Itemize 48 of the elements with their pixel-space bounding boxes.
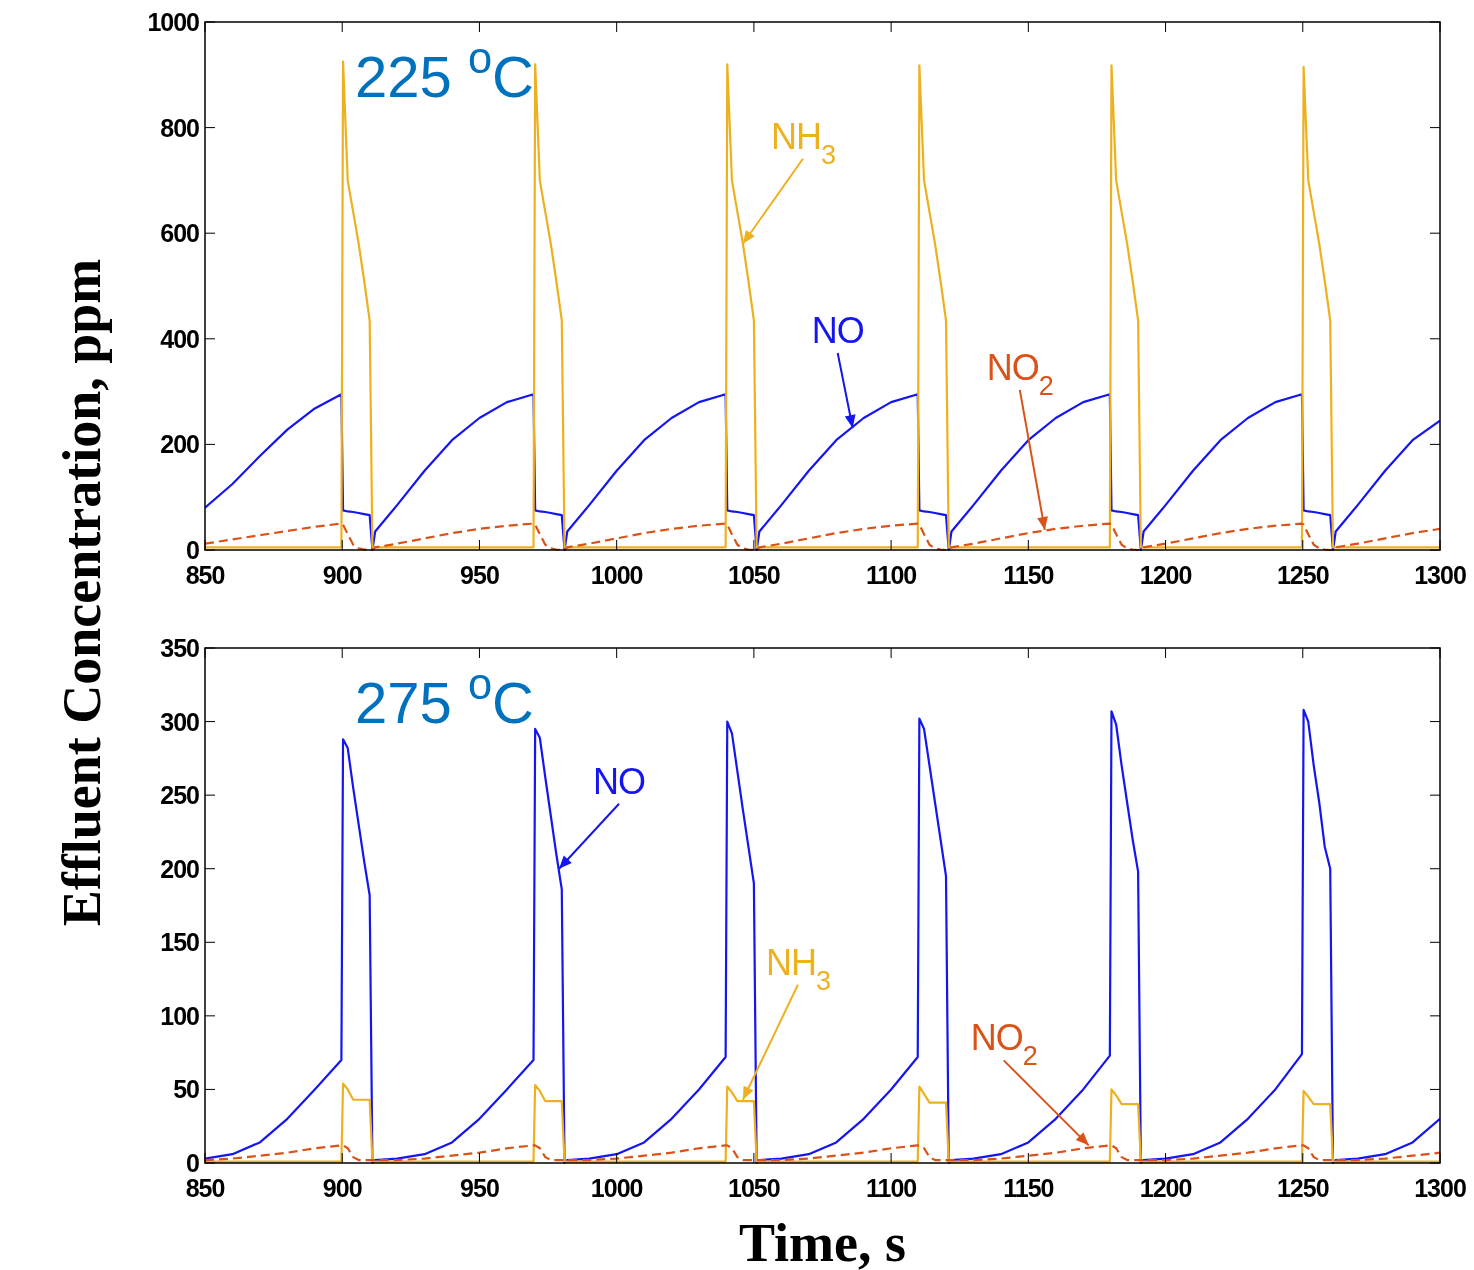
x-tick-label: 1250	[1276, 1174, 1329, 1202]
x-tick-label: 900	[322, 561, 362, 589]
y-axis-title: Effluent Concentration, ppm	[52, 258, 112, 927]
x-tick-label: 1300	[1414, 561, 1466, 589]
annotation: NH$_{3}$	[770, 115, 835, 170]
x-tick-label: 950	[460, 1174, 499, 1202]
y-tick-label: 150	[160, 928, 200, 957]
line-series	[205, 1144, 1440, 1162]
x-tick-label: 1050	[728, 1174, 780, 1202]
x-tick-label: 1000	[590, 561, 643, 589]
y-tick-label: 600	[160, 219, 200, 248]
y-tick-label: 0	[186, 1149, 200, 1177]
x-tick-label: 1000	[590, 1174, 643, 1202]
x-tick-label: 1250	[1276, 561, 1329, 589]
y-tick-label: 200	[160, 430, 200, 459]
x-tick-label: 1300	[1414, 1174, 1466, 1202]
annotation: 275 $^{o}$C	[355, 660, 534, 735]
x-tick-label: 1150	[1003, 1174, 1054, 1202]
y-tick-label: 350	[160, 634, 200, 662]
line-series	[205, 522, 1440, 552]
x-tick-label: 850	[185, 561, 225, 589]
x-tick-label: 1050	[728, 561, 780, 589]
x-tick-label: 1100	[865, 1174, 917, 1202]
annotation: NH$_{3}$	[765, 941, 830, 996]
y-tick-label: 100	[160, 1001, 200, 1030]
y-tick-label: 300	[160, 707, 200, 736]
y-tick-label: 200	[160, 854, 200, 883]
annotation: NO$_{2}$	[970, 1017, 1037, 1072]
annotation: NO$_{2}$	[986, 346, 1053, 401]
annotation: NO	[593, 760, 646, 802]
y-tick-label: 800	[160, 113, 200, 142]
x-tick-label: 850	[185, 1174, 225, 1202]
y-tick-label: 1000	[147, 8, 200, 36]
x-tick-label: 1200	[1139, 1174, 1192, 1202]
x-tick-label: 950	[460, 561, 499, 589]
y-tick-label: 250	[160, 781, 200, 810]
y-tick-label: 0	[186, 536, 200, 564]
line-series	[205, 1082, 1440, 1163]
annotation: 225 $^{o}$C	[355, 34, 534, 109]
line-series	[205, 393, 1440, 552]
y-tick-label: 50	[173, 1075, 200, 1104]
x-tick-label: 1100	[865, 561, 917, 589]
x-tick-label: 900	[322, 1174, 362, 1202]
y-tick-label: 400	[160, 324, 200, 353]
x-tick-label: 1200	[1139, 561, 1192, 589]
annotation: NO	[811, 310, 864, 352]
x-tick-label: 1150	[1003, 561, 1054, 589]
x-axis-title: Time, s	[738, 1213, 907, 1270]
